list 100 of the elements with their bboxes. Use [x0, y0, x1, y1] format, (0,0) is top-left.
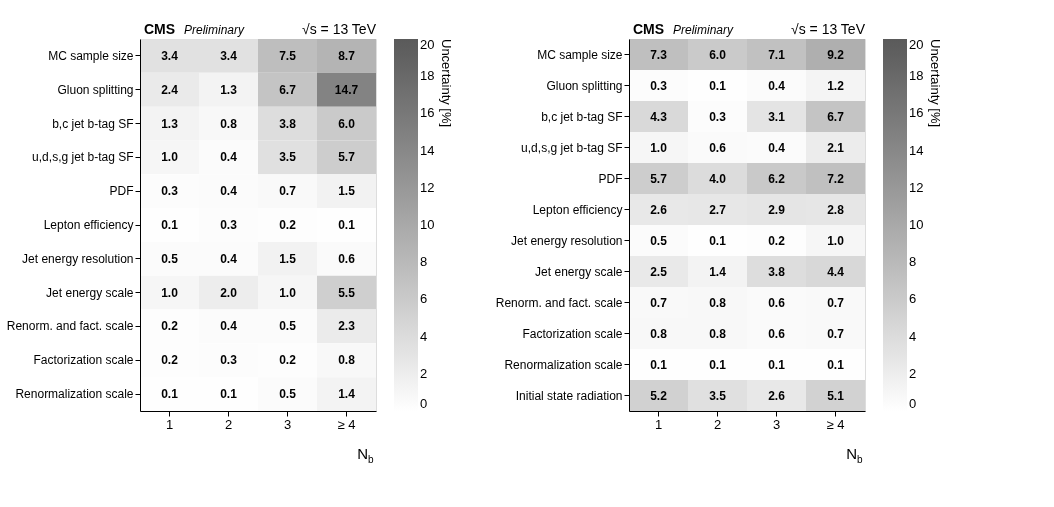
data-label: 1.5: [279, 251, 297, 266]
data-label: 0.3: [161, 184, 179, 199]
data-label: 2.5: [650, 264, 668, 279]
chart-subtitle: Preliminary: [673, 23, 735, 37]
data-label: 0.8: [338, 353, 356, 368]
data-label: 0.2: [279, 218, 297, 232]
data-label: 0.8: [709, 295, 727, 310]
data-label: 3.1: [768, 109, 786, 124]
y-tick-label: Gluon splitting: [546, 78, 623, 93]
color-bar-label: 16: [420, 105, 435, 121]
data-label: 6.2: [768, 171, 786, 186]
color-bar-label: 12: [909, 179, 924, 195]
color-bar-label: 8: [909, 254, 917, 270]
color-bar-label: 20: [909, 37, 924, 52]
data-label: 0.5: [161, 251, 179, 266]
data-label: 5.7: [338, 150, 356, 165]
data-label: 0.1: [220, 387, 238, 402]
y-tick-label: Renormalization scale: [15, 387, 134, 402]
y-tick-label: MC sample size: [48, 48, 134, 63]
y-tick-label: Renorm. and fact. scale: [495, 295, 623, 310]
data-label: 3.4: [220, 48, 238, 63]
color-bar-label: 4: [420, 328, 428, 344]
data-label: 2.9: [768, 202, 786, 217]
data-label: 5.2: [650, 388, 668, 403]
data-label: 8.7: [338, 48, 356, 63]
y-tick-label: Jet energy scale: [535, 264, 623, 279]
color-bar-label: 20: [420, 37, 435, 52]
data-label: 2.0: [220, 285, 238, 300]
y-tick-label: u,d,s,g jet b-tag SF: [521, 140, 623, 155]
color-bar-label: 14: [420, 142, 435, 158]
data-label: 6.7: [279, 82, 297, 97]
y-tick-label: MC sample size: [537, 47, 623, 62]
data-label: 3.5: [709, 388, 727, 403]
data-label: 0.1: [650, 357, 668, 372]
data-label: 4.4: [827, 264, 845, 279]
data-label: 0.8: [220, 116, 238, 131]
color-bar-label: 2: [909, 365, 917, 381]
color-bar-label: 2: [420, 365, 428, 381]
chart-subtitle: Preliminary: [184, 23, 246, 37]
color-bar-label: 6: [420, 291, 428, 307]
data-label: 7.2: [827, 171, 845, 186]
data-label: 0.4: [220, 251, 238, 266]
y-tick-label: Renormalization scale: [504, 357, 623, 372]
data-label: 0.5: [650, 233, 668, 248]
y-tick-label: Factorization scale: [522, 326, 623, 341]
x-tick-label: ≥ 4: [337, 416, 356, 432]
color-bar-title: Uncertainty [%]: [439, 39, 454, 128]
data-label: 0.6: [768, 326, 786, 341]
data-label: 2.4: [161, 82, 179, 97]
data-label: 0.4: [768, 140, 786, 155]
data-label: 4.0: [709, 171, 727, 186]
data-label: 7.1: [768, 47, 786, 62]
data-label: 7.5: [279, 48, 297, 63]
data-label: 6.0: [338, 116, 356, 131]
data-label: 2.6: [650, 202, 668, 217]
data-label: 1.0: [161, 150, 179, 165]
color-bar-label: 14: [909, 142, 924, 158]
data-label: 0.1: [338, 218, 356, 232]
text: √s = 13 TeV: [302, 21, 377, 37]
data-label: 1.2: [827, 78, 845, 93]
x-tick-label: ≥ 4: [826, 416, 845, 432]
y-tick-label: b,c jet b-tag SF: [52, 116, 134, 131]
data-label: 1.0: [279, 285, 297, 300]
data-label: 0.1: [768, 357, 786, 372]
data-label: 6.7: [827, 109, 845, 124]
data-label: 5.5: [338, 285, 356, 300]
data-label: 0.2: [279, 353, 297, 368]
data-label: 9.2: [827, 47, 845, 62]
data-label: 0.6: [709, 140, 727, 155]
data-label: 0.7: [827, 326, 845, 341]
data-label: 1.3: [220, 82, 238, 97]
y-tick-label: u,d,s,g jet b-tag SF: [32, 150, 134, 165]
y-tick-label: Jet energy resolution: [22, 251, 134, 266]
x-tick-label: 3: [772, 416, 781, 432]
color-bar-label: 6: [909, 291, 917, 307]
data-label: 0.2: [768, 233, 786, 248]
data-label: 5.1: [827, 388, 845, 403]
data-label: 1.4: [709, 264, 727, 279]
data-label: 0.3: [220, 353, 238, 368]
data-label: 0.2: [161, 319, 179, 334]
data-label: 2.7: [709, 202, 727, 217]
data-label: 0.1: [827, 357, 845, 372]
data-label: 2.8: [827, 202, 845, 217]
data-label: 0.5: [279, 319, 297, 334]
data-label: 0.5: [279, 387, 297, 402]
data-label: 1.5: [338, 184, 356, 199]
data-label: 2.1: [827, 140, 845, 155]
y-tick-label: Lepton efficiency: [532, 202, 623, 217]
color-bar-label: 4: [909, 328, 917, 344]
data-label: 3.4: [161, 48, 179, 63]
data-label: 0.6: [338, 251, 356, 266]
x-tick-label: 2: [713, 416, 722, 432]
color-bar-label: 0: [420, 396, 428, 411]
color-bar-label: 12: [420, 179, 435, 195]
data-label: 0.8: [650, 326, 668, 341]
data-label: 0.1: [161, 387, 179, 402]
chart-title: CMS: [633, 21, 665, 37]
y-tick-label: Lepton efficiency: [43, 218, 134, 232]
data-label: 3.8: [768, 264, 786, 279]
y-tick-label: PDF: [598, 171, 623, 186]
